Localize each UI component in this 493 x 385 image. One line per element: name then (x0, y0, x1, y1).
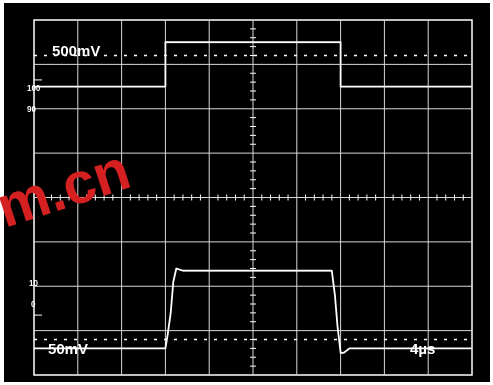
marker-0-label: 0 (31, 300, 36, 309)
screen-bezel (4, 3, 490, 382)
trace-output (34, 267, 472, 354)
traces (34, 41, 472, 354)
reference-lines (34, 54, 472, 341)
marker-10-label: 10 (29, 279, 38, 288)
ch2-scale-label: 50mV (48, 341, 89, 358)
trace-input (34, 41, 472, 88)
marker-100-label: 100 (27, 84, 41, 93)
timebase-label: 4µs (410, 341, 436, 358)
marker-90-label: 90 (27, 105, 36, 114)
ch1-scale-label: 500mV (52, 43, 101, 60)
